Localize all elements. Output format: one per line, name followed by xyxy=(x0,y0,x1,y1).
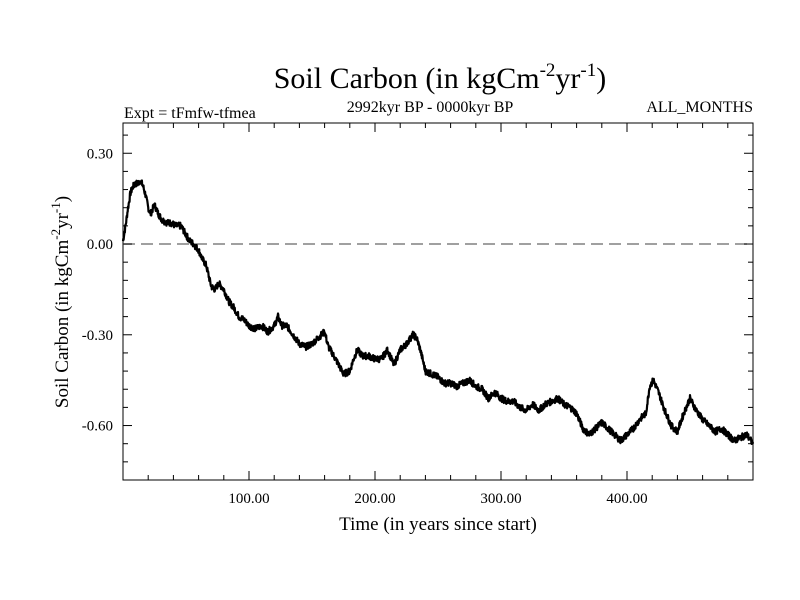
experiment-label: Expt = tFmfw-tfmea xyxy=(124,105,256,122)
y-tick-label-neg-0.60: -0.60 xyxy=(82,419,113,435)
axis-ticks xyxy=(123,123,753,481)
period-label: 2992kyr BP - 0000kyr BP xyxy=(347,99,514,116)
x-tick-label-400: 400.00 xyxy=(606,491,647,507)
y-tick-label-0.00: 0.00 xyxy=(87,237,113,253)
y-tick-label-neg-0.30: -0.30 xyxy=(82,328,113,344)
x-tick-label-100: 100.00 xyxy=(228,491,269,507)
soil-carbon-line xyxy=(121,179,755,445)
y-tick-labels: 0.30 0.00 -0.30 -0.60 xyxy=(82,146,113,434)
chart-title: Soil Carbon (in kgCm-2yr-1) xyxy=(274,60,607,95)
x-tick-label-200: 200.00 xyxy=(354,491,395,507)
y-axis-label: Soil Carbon (in kgCm-2yr-1) xyxy=(48,196,73,408)
x-axis-label: Time (in years since start) xyxy=(339,514,537,535)
x-tick-labels: 100.00 200.00 300.00 400.00 xyxy=(228,491,647,507)
y-tick-label-0.30: 0.30 xyxy=(87,146,113,162)
months-label: ALL_MONTHS xyxy=(646,99,753,116)
x-tick-label-300: 300.00 xyxy=(480,491,521,507)
plot-frame xyxy=(122,122,754,481)
